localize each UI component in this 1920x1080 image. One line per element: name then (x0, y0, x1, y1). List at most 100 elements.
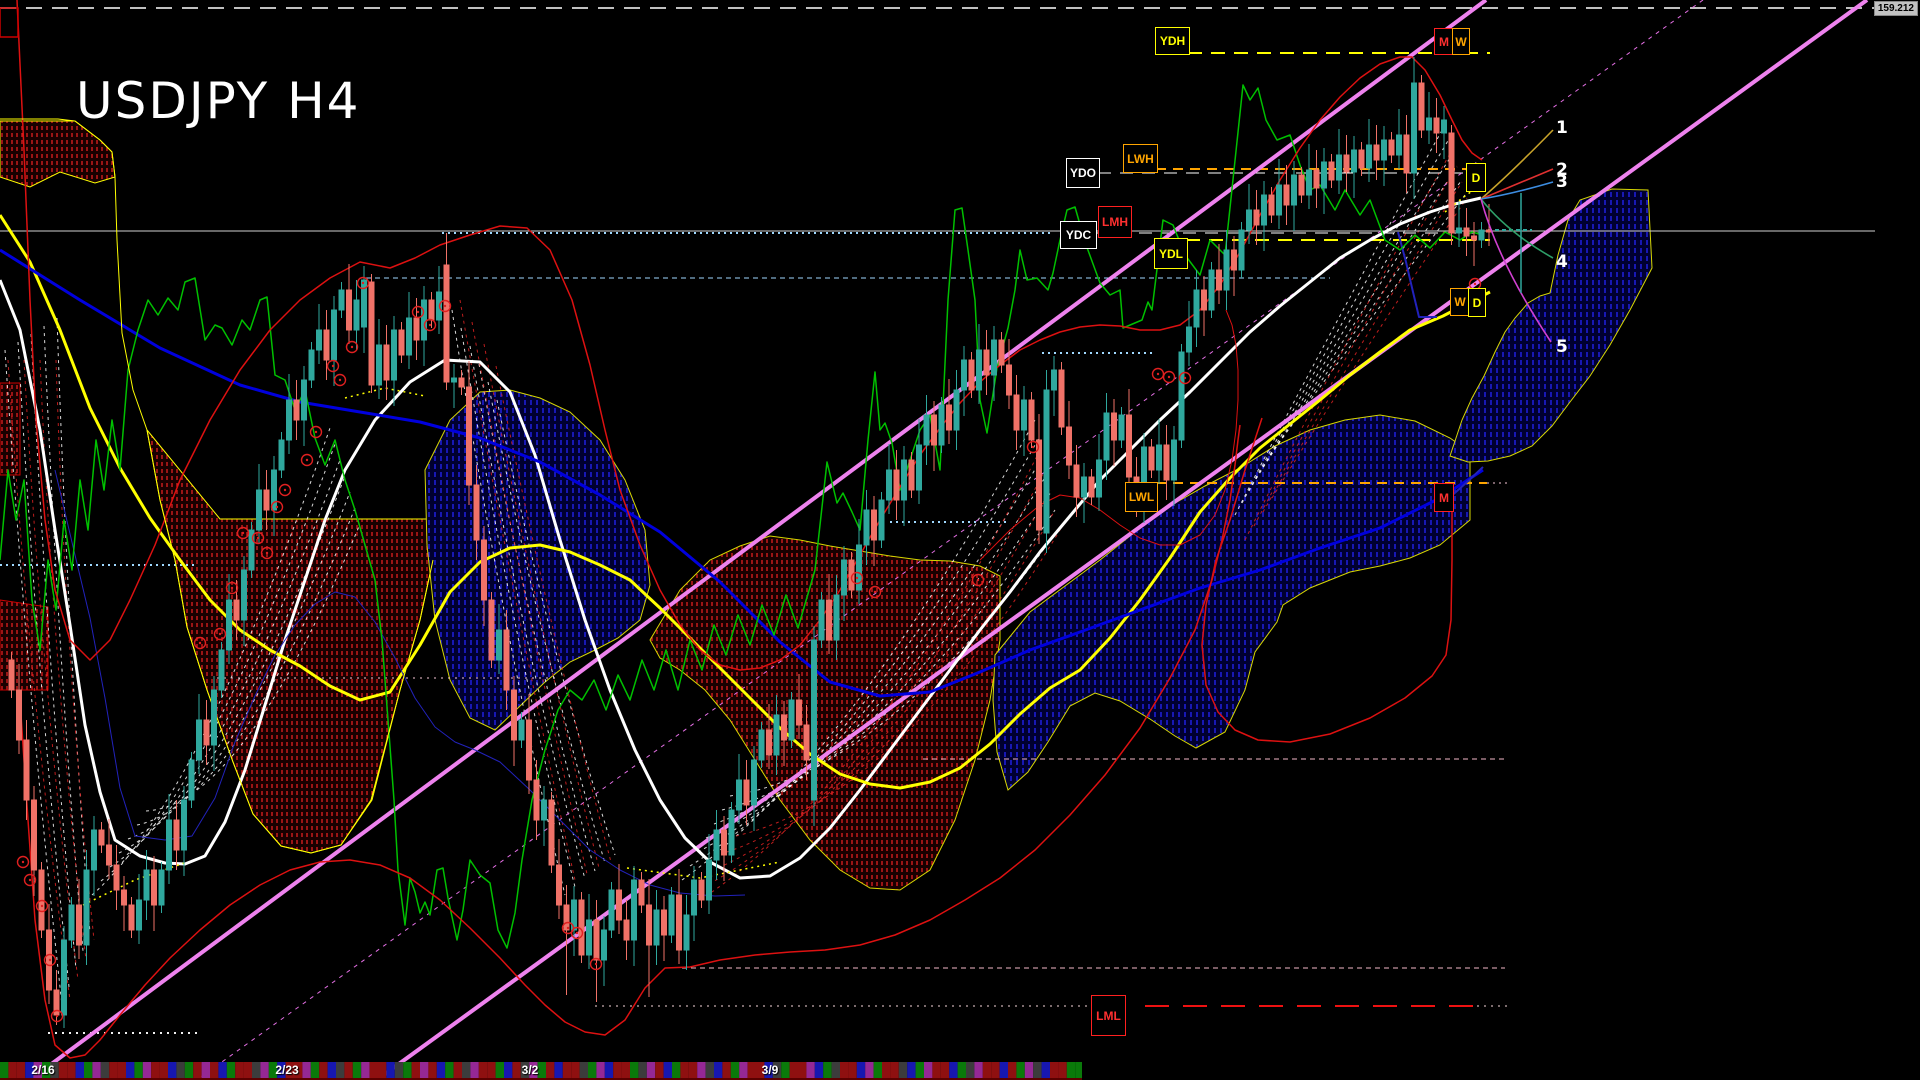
candle-down[interactable] (946, 404, 952, 431)
timeline-segment[interactable] (260, 1062, 269, 1078)
signal-marker-icon[interactable] (356, 276, 370, 290)
timeline-segment[interactable] (940, 1062, 950, 1078)
candle-up[interactable] (166, 819, 172, 871)
timeline-segment[interactable] (1033, 1062, 1042, 1078)
candle-down[interactable] (503, 629, 510, 691)
timeline-segment[interactable] (42, 1062, 51, 1078)
timeline-segment[interactable] (571, 1062, 580, 1078)
timeline-segment[interactable] (739, 1062, 748, 1078)
candle-down[interactable] (556, 864, 562, 906)
timeline-segment[interactable] (226, 1062, 236, 1078)
timeline-segment[interactable] (697, 1062, 706, 1078)
candle-up[interactable] (1291, 174, 1297, 206)
signal-marker-icon[interactable] (236, 526, 250, 540)
level-box-ydl[interactable]: YDL (1154, 238, 1188, 269)
candle-down[interactable] (151, 869, 157, 906)
candle-up[interactable] (953, 389, 960, 431)
candle-down[interactable] (848, 559, 855, 591)
candle-down[interactable] (1343, 154, 1350, 173)
signal-marker-icon[interactable] (333, 373, 347, 387)
candle-up[interactable] (1336, 154, 1342, 181)
timeline-segment[interactable] (613, 1062, 622, 1078)
candle-down[interactable] (383, 344, 390, 381)
timeline-segment[interactable] (159, 1062, 168, 1078)
candle-up[interactable] (691, 879, 697, 916)
timeline-segment[interactable] (285, 1062, 294, 1078)
timeline-segment[interactable] (882, 1062, 891, 1078)
signal-marker-icon[interactable] (270, 500, 284, 514)
candle-down[interactable] (398, 329, 405, 356)
timeline-segment[interactable] (142, 1062, 152, 1078)
candle-down[interactable] (113, 864, 120, 891)
candle-down[interactable] (1373, 144, 1380, 161)
timeline-segment[interactable] (915, 1062, 924, 1078)
candle-down[interactable] (1216, 269, 1222, 291)
timeline-segment[interactable] (974, 1062, 983, 1078)
timeline-segment[interactable] (504, 1062, 513, 1078)
signal-marker-icon[interactable] (251, 531, 265, 545)
candle-up[interactable] (361, 279, 367, 328)
candle-down[interactable] (998, 339, 1005, 366)
timeline-segment[interactable] (529, 1062, 538, 1078)
candle-down[interactable] (1433, 117, 1440, 134)
candle-up[interactable] (518, 719, 525, 741)
candle-down[interactable] (173, 819, 180, 851)
level-box-m1[interactable]: M (1434, 28, 1454, 55)
candle-up[interactable] (1171, 439, 1177, 481)
channel-upper[interactable] (375, 0, 1869, 1080)
timeline-segment[interactable] (25, 1062, 34, 1078)
candle-down[interactable] (721, 829, 727, 856)
candle-up[interactable] (728, 809, 735, 856)
candle-down[interactable] (698, 879, 705, 901)
timeline-segment[interactable] (193, 1062, 202, 1078)
signal-marker-icon[interactable] (16, 855, 30, 869)
timeline-segment[interactable] (823, 1062, 832, 1078)
timeline-segment[interactable] (453, 1062, 462, 1078)
candle-down[interactable] (368, 281, 375, 386)
candle-up[interactable] (683, 914, 690, 951)
timeline-segment[interactable] (546, 1062, 555, 1078)
candle-down[interactable] (968, 359, 975, 391)
candle-down[interactable] (473, 484, 480, 541)
timeline-segment[interactable] (243, 1062, 252, 1078)
timeline-segment[interactable] (621, 1062, 630, 1078)
candle-up[interactable] (653, 909, 660, 946)
candle-down[interactable] (1313, 169, 1320, 189)
timeline-segment[interactable] (168, 1062, 177, 1078)
timeline-segment[interactable] (100, 1062, 110, 1078)
level-box-d1[interactable]: D (1466, 163, 1486, 192)
timeline-segment[interactable] (336, 1062, 345, 1078)
timeline-segment[interactable] (1058, 1062, 1067, 1078)
signal-marker-icon[interactable] (35, 899, 49, 913)
candle-up[interactable] (991, 339, 997, 376)
date-label[interactable]: 2/23 (275, 1063, 299, 1077)
candle-up[interactable] (1276, 184, 1282, 216)
candle-up[interactable] (938, 404, 945, 446)
candle-up[interactable] (878, 499, 885, 541)
timeline-segment[interactable] (369, 1062, 378, 1078)
candle-down[interactable] (263, 489, 270, 511)
candle-down[interactable] (796, 699, 802, 726)
candle-down[interactable] (1283, 184, 1290, 206)
candle-up[interactable] (1051, 369, 1057, 391)
candle-up[interactable] (226, 599, 232, 651)
candle-up[interactable] (181, 799, 187, 851)
level-box-m2[interactable]: M (1434, 483, 1454, 512)
candle-up[interactable] (256, 489, 262, 531)
timeline-segment[interactable] (445, 1062, 454, 1078)
candle-down[interactable] (1388, 139, 1395, 156)
candle-down[interactable] (1201, 289, 1207, 311)
candle-down[interactable] (563, 904, 570, 931)
timeline-segment[interactable] (235, 1062, 244, 1078)
timeline-segment[interactable] (638, 1062, 647, 1078)
candle-up[interactable] (376, 344, 382, 386)
signal-marker-icon[interactable] (868, 585, 882, 599)
candle-up[interactable] (1118, 414, 1125, 441)
timeline-segment[interactable] (1024, 1062, 1034, 1078)
timeline-segment[interactable] (462, 1062, 471, 1078)
candle-down[interactable] (8, 659, 15, 691)
timeline-segment[interactable] (487, 1062, 496, 1078)
candle-down[interactable] (1006, 364, 1012, 396)
candle-up[interactable] (308, 349, 315, 381)
timeline-segment[interactable] (319, 1062, 328, 1078)
